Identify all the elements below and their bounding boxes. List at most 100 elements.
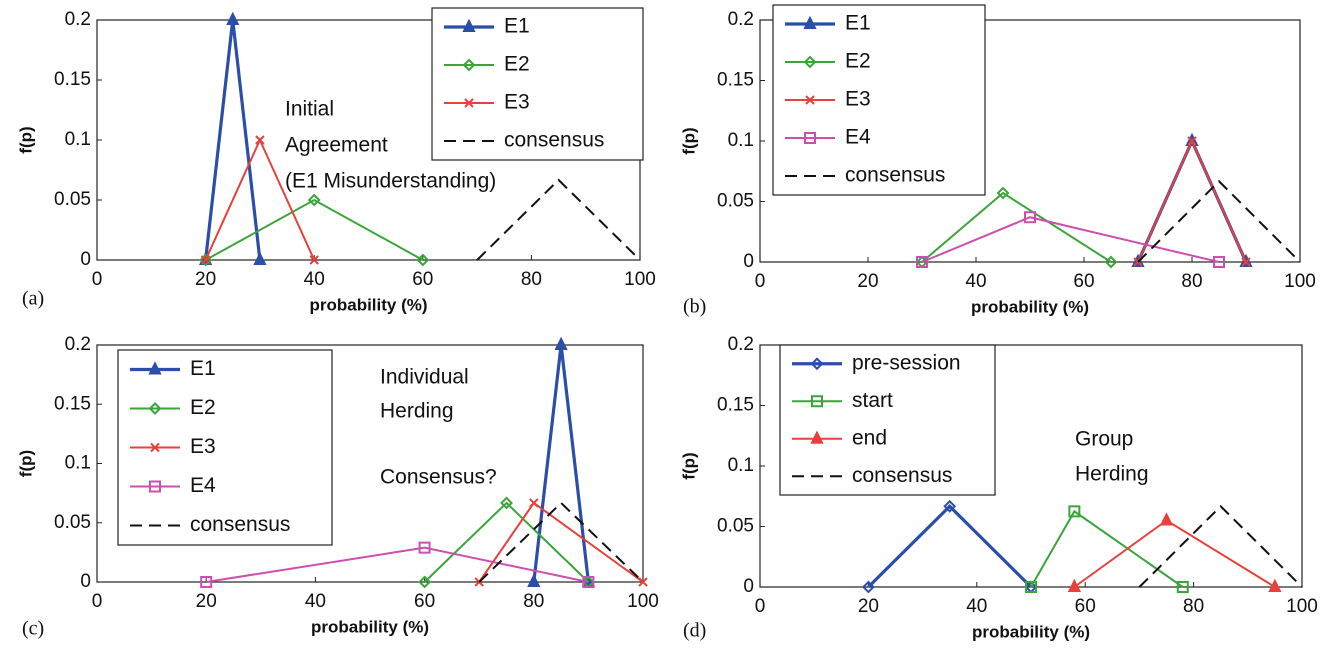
legend-label: E3: [504, 91, 530, 114]
marker: [200, 576, 213, 588]
x-tick-label: 60: [1073, 271, 1094, 292]
x-tick-label: 80: [521, 269, 542, 290]
marker: [1159, 512, 1174, 526]
marker: [861, 580, 875, 594]
x-tick-label: 20: [858, 596, 879, 617]
marker: [638, 577, 648, 587]
marker: [148, 361, 162, 375]
x-tick-label: 60: [414, 591, 435, 612]
marker: [803, 15, 817, 29]
x-tick-label: 60: [1075, 596, 1096, 617]
series-line: [205, 198, 424, 261]
marker: [916, 256, 928, 268]
legend-box: [779, 344, 996, 496]
marker: [810, 357, 824, 371]
panel-label: (d): [683, 620, 706, 642]
x-tick-label: 40: [965, 271, 986, 292]
x-tick-label: 100: [624, 269, 656, 290]
marker: [418, 541, 431, 554]
series-line: [1073, 519, 1276, 588]
marker: [149, 480, 161, 493]
marker: [500, 496, 513, 510]
x-tick-label: 80: [523, 591, 544, 612]
legend-label: consensus: [852, 464, 952, 487]
marker: [810, 430, 824, 444]
x-tick-label: 100: [1284, 271, 1316, 292]
y-tick-label: 0: [80, 249, 91, 270]
y-tick-label: 0.15: [717, 395, 754, 416]
marker: [462, 18, 476, 32]
legend-label: consensus: [504, 129, 604, 152]
y-tick-label: 0.2: [65, 334, 91, 355]
marker: [1241, 257, 1251, 267]
x-tick-label: 20: [195, 269, 216, 290]
series-line: [206, 546, 589, 583]
legend-label: E4: [190, 474, 216, 497]
y-tick-label: 0.1: [728, 455, 754, 476]
marker: [803, 55, 817, 69]
marker: [418, 575, 432, 589]
panel: 0 20 40 60 80 100 0 0.05 0.1 0.15 0.2 probability (…: [679, 4, 1316, 318]
legend-label: E1: [845, 12, 871, 35]
x-tick-label: 60: [412, 269, 433, 290]
panel-label: (c): [22, 618, 44, 640]
y-tick-label: 0.05: [717, 191, 754, 212]
annotation: Initial: [285, 98, 334, 121]
y-tick-label: 0.05: [54, 512, 91, 533]
legend-label: pre-session: [852, 351, 961, 374]
y-tick-label: 0.1: [728, 130, 754, 151]
legend-label: E1: [504, 15, 530, 38]
marker: [255, 135, 265, 145]
y-tick-label: 0.2: [728, 9, 754, 30]
x-tick-label: 0: [755, 271, 766, 292]
marker: [943, 499, 957, 513]
legend-box: [431, 7, 644, 161]
x-tick-label: 100: [1286, 596, 1318, 617]
x-axis-label: probability (%): [972, 622, 1090, 641]
legend-label: E4: [845, 126, 871, 149]
marker: [309, 255, 319, 265]
y-tick-label: 0.2: [728, 334, 754, 355]
x-tick-label: 80: [1183, 596, 1204, 617]
marker: [811, 395, 823, 408]
marker: [1024, 211, 1036, 224]
marker: [253, 251, 267, 265]
annotation: Group: [1075, 428, 1133, 451]
panel-label: (a): [22, 288, 44, 310]
marker: [1025, 581, 1037, 593]
legend-label: E3: [845, 88, 871, 111]
annotation: Consensus?: [380, 466, 497, 489]
series-line: [423, 501, 590, 583]
x-tick-label: 0: [92, 591, 103, 612]
series-line: [1137, 138, 1247, 263]
marker: [1104, 255, 1118, 269]
annotation: Individual: [380, 366, 469, 389]
marker: [805, 95, 815, 105]
y-tick-label: 0.1: [65, 129, 91, 150]
annotation: Herding: [380, 400, 454, 423]
annotation: Agreement: [285, 134, 388, 157]
marker: [464, 98, 474, 108]
x-tick-label: 40: [304, 269, 325, 290]
y-tick-label: 0.1: [65, 453, 91, 474]
x-tick-label: 100: [627, 591, 659, 612]
marker: [1067, 578, 1081, 592]
y-tick-label: 0: [80, 571, 91, 592]
y-axis-label: f(p): [16, 450, 35, 477]
series-line: [1138, 504, 1303, 588]
marker: [226, 11, 240, 25]
x-tick-label: 80: [1181, 271, 1202, 292]
series-line: [478, 501, 644, 583]
series-line: [204, 137, 316, 261]
marker: [582, 576, 595, 588]
marker: [527, 573, 541, 587]
x-tick-label: 40: [966, 596, 987, 617]
legend-label: consensus: [845, 164, 945, 187]
marker: [150, 442, 160, 453]
y-tick-label: 0.15: [54, 393, 91, 414]
series-line: [867, 504, 1033, 589]
marker: [1268, 578, 1282, 592]
marker: [996, 186, 1010, 200]
series-line: [532, 344, 590, 583]
